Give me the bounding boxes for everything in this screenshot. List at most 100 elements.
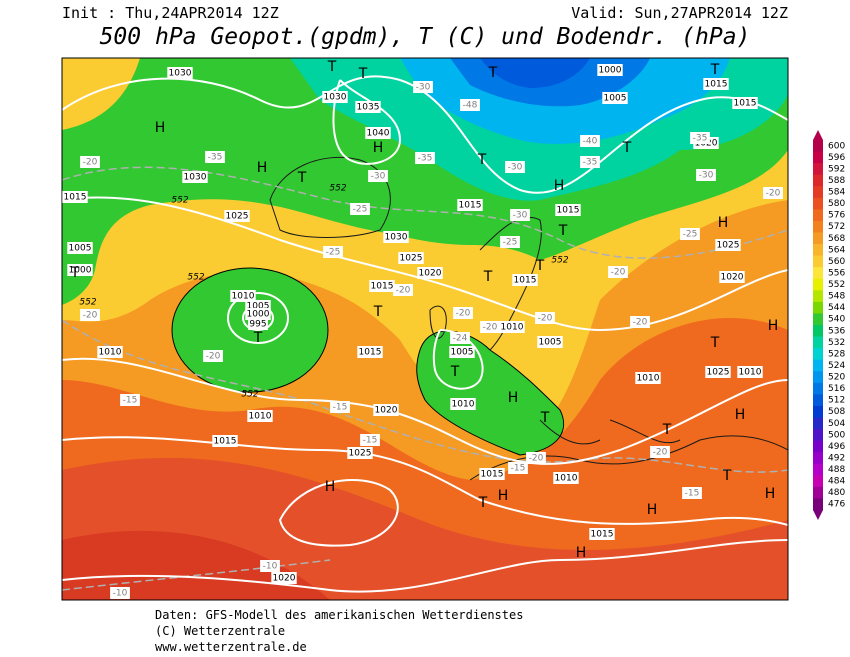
- label-box: [350, 203, 370, 215]
- coastline: [469, 435, 788, 481]
- map-label: 1015: [557, 206, 580, 216]
- pressure-center: H: [508, 390, 519, 406]
- label-box: [715, 239, 741, 251]
- map-label: 1005: [247, 302, 270, 312]
- colorbar-swatch: [813, 475, 823, 488]
- map-label: 1000: [69, 266, 92, 276]
- label-box: [705, 366, 731, 378]
- label-box: [260, 560, 280, 572]
- isobar: [278, 479, 399, 547]
- isotherm: [62, 559, 331, 591]
- pressure-center: H: [257, 160, 268, 176]
- colorbar-swatch: [813, 463, 823, 476]
- label-box: [330, 401, 350, 413]
- label-box: [479, 468, 505, 480]
- map-label: 1015: [64, 193, 87, 203]
- isotherm: [62, 319, 788, 473]
- label-box: [212, 435, 238, 447]
- label-box: [682, 487, 702, 499]
- colorbar-label: 556: [828, 268, 845, 278]
- pressure-center: T: [297, 170, 307, 186]
- label-box: [415, 152, 435, 164]
- label-box: [650, 446, 670, 458]
- map-label: -15: [123, 396, 138, 406]
- isobar: [62, 75, 788, 194]
- isotherm: [62, 166, 788, 259]
- label-box: [580, 135, 600, 147]
- map-label: -20: [538, 314, 553, 324]
- label-box: [80, 309, 100, 321]
- colorbar-label: 492: [828, 453, 845, 463]
- map-label: 1015: [734, 99, 757, 109]
- pressure-center: H: [498, 488, 509, 504]
- colorbar-label: 544: [828, 303, 845, 313]
- map-label: 1025: [707, 368, 730, 378]
- colorbar-label: 596: [828, 153, 845, 163]
- label-box: [347, 447, 373, 459]
- colorbar-label: 552: [828, 280, 845, 290]
- label-box: [67, 242, 93, 254]
- map-label: 1020: [375, 406, 398, 416]
- map-label: -25: [326, 248, 341, 258]
- colorbar-label: 560: [828, 257, 845, 267]
- map-label: 1035: [357, 103, 380, 113]
- label-box: [608, 266, 628, 278]
- colorbar-label: 600: [828, 141, 845, 151]
- colorbar-label: 564: [828, 245, 845, 255]
- pressure-center: T: [710, 62, 720, 78]
- map-label: 1000: [599, 66, 622, 76]
- colorbar-swatch: [813, 174, 823, 187]
- colorbar-swatch: [813, 255, 823, 268]
- colorbar-swatch: [813, 417, 823, 430]
- colorbar-swatch: [813, 151, 823, 164]
- label-box: [480, 321, 500, 333]
- colorbar-swatch: [813, 301, 823, 314]
- label-box: [537, 336, 563, 348]
- map-label: 1020: [273, 574, 296, 584]
- label-box: [248, 318, 268, 330]
- map-label: 1020: [721, 273, 744, 283]
- map-label: 1005: [604, 94, 627, 104]
- map-label: -20: [206, 352, 221, 362]
- map-label: 1010: [555, 474, 578, 484]
- colorbar-label: 516: [828, 384, 845, 394]
- colorbar-swatch: [813, 336, 823, 349]
- pressure-center: H: [735, 407, 746, 423]
- label-box: [323, 246, 343, 258]
- colorbar-label: 528: [828, 349, 845, 359]
- isobar: [227, 292, 289, 344]
- valid-time: Valid: Sun,27APR2014 12Z: [571, 4, 788, 22]
- isobar: [62, 539, 788, 593]
- isobar: [62, 357, 788, 465]
- label-box: [322, 91, 348, 103]
- label-box: [453, 307, 473, 319]
- colorbar-swatch: [813, 440, 823, 453]
- colorbar-swatch: [813, 359, 823, 372]
- geopotential-label: 552: [79, 298, 96, 308]
- colorbar-label: 524: [828, 361, 845, 371]
- colorbar-swatch: [813, 371, 823, 384]
- map-frame: [61, 57, 789, 601]
- map-label: -10: [263, 562, 278, 572]
- colorbar-label: 572: [828, 222, 845, 232]
- map-label: -20: [483, 323, 498, 333]
- label-box: [360, 434, 380, 446]
- label-box: [393, 284, 413, 296]
- colorbar-label: 540: [828, 315, 845, 325]
- map-label: 1010: [99, 348, 122, 358]
- cold-region: [480, 58, 590, 88]
- label-box: [499, 321, 525, 333]
- label-box: [398, 252, 424, 264]
- label-box: [589, 528, 615, 540]
- map-label: -30: [371, 172, 386, 182]
- pressure-center: T: [70, 265, 80, 281]
- label-box: [597, 64, 623, 76]
- label-box: [120, 394, 140, 406]
- colorbar-swatch: [813, 429, 823, 442]
- label-box: [526, 452, 546, 464]
- colorbar-swatch: [813, 186, 823, 199]
- label-box: [97, 346, 123, 358]
- colorbar-swatch: [813, 244, 823, 257]
- colorbar-label: 488: [828, 465, 845, 475]
- map-label: 1005: [539, 338, 562, 348]
